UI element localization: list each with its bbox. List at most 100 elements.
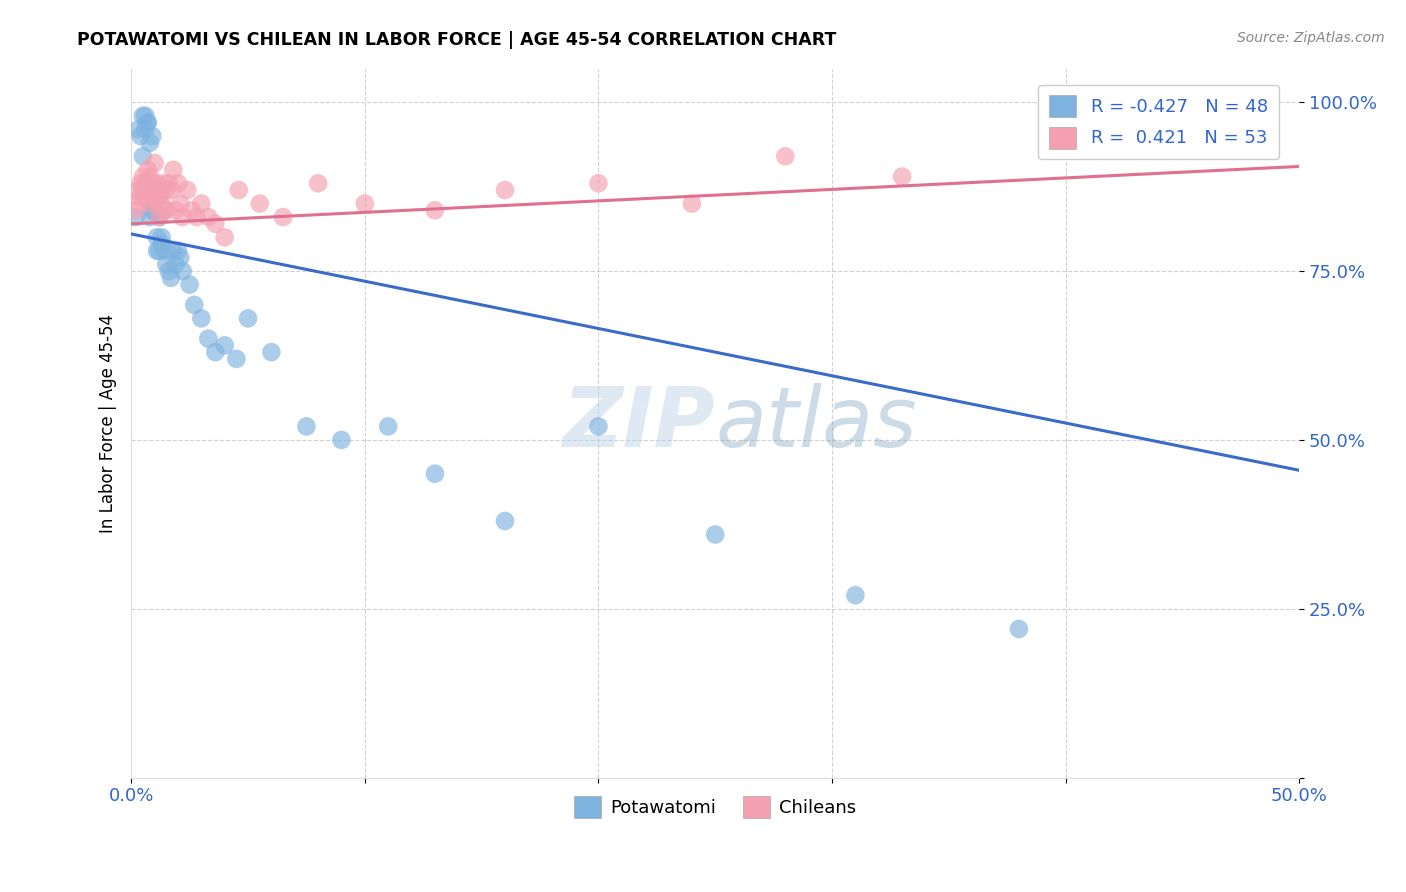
Point [146, 177, 169, 191]
Point [160, 183, 183, 197]
Point [588, 177, 610, 191]
Point [249, 196, 271, 211]
Point [172, 264, 194, 278]
Point [139, 196, 162, 211]
Text: ZIP: ZIP [562, 383, 716, 464]
Point [423, 467, 446, 481]
Point [1008, 622, 1031, 636]
Point [127, 196, 149, 211]
Point [148, 210, 170, 224]
Point [129, 129, 152, 144]
Point [494, 514, 516, 528]
Point [197, 210, 219, 224]
Point [148, 190, 170, 204]
Point [160, 270, 183, 285]
Point [295, 419, 318, 434]
Point [132, 169, 155, 184]
Point [204, 217, 226, 231]
Text: POTAWATOMI VS CHILEAN IN LABOR FORCE | AGE 45-54 CORRELATION CHART: POTAWATOMI VS CHILEAN IN LABOR FORCE | A… [77, 31, 837, 49]
Point [132, 109, 155, 123]
Point [167, 244, 190, 258]
Point [494, 183, 516, 197]
Point [136, 115, 159, 129]
Legend: Potawatomi, Chileans: Potawatomi, Chileans [567, 789, 863, 825]
Point [157, 264, 180, 278]
Point [169, 251, 191, 265]
Point [139, 210, 162, 224]
Point [143, 156, 166, 170]
Point [179, 277, 201, 292]
Point [214, 338, 236, 352]
Point [204, 345, 226, 359]
Point [143, 203, 166, 218]
Point [165, 203, 187, 218]
Point [307, 177, 329, 191]
Point [153, 177, 176, 191]
Point [134, 177, 156, 191]
Point [1054, 143, 1077, 157]
Point [141, 203, 163, 218]
Point [150, 196, 173, 211]
Y-axis label: In Labor Force | Age 45-54: In Labor Force | Age 45-54 [100, 314, 117, 533]
Point [129, 190, 152, 204]
Point [271, 210, 294, 224]
Point [148, 244, 170, 258]
Point [150, 230, 173, 244]
Point [844, 588, 866, 602]
Point [127, 183, 149, 197]
Point [225, 351, 247, 366]
Point [681, 196, 703, 211]
Point [167, 177, 190, 191]
Point [162, 244, 184, 258]
Point [150, 183, 173, 197]
Point [330, 433, 353, 447]
Point [588, 419, 610, 434]
Point [125, 203, 148, 218]
Point [260, 345, 283, 359]
Point [704, 527, 727, 541]
Point [136, 162, 159, 177]
Point [228, 183, 250, 197]
Point [165, 257, 187, 271]
Point [891, 169, 914, 184]
Text: atlas: atlas [716, 383, 917, 464]
Point [183, 298, 205, 312]
Point [132, 149, 155, 163]
Point [190, 196, 212, 211]
Point [186, 210, 208, 224]
Point [155, 257, 177, 271]
Point [153, 244, 176, 258]
Point [155, 183, 177, 197]
Point [143, 183, 166, 197]
Point [134, 122, 156, 136]
Point [141, 177, 163, 191]
Point [162, 162, 184, 177]
Point [377, 419, 399, 434]
Point [146, 196, 169, 211]
Point [139, 136, 162, 150]
Point [125, 210, 148, 224]
Point [172, 210, 194, 224]
Point [136, 115, 159, 129]
Point [129, 177, 152, 191]
Point [141, 190, 163, 204]
Point [148, 210, 170, 224]
Point [143, 196, 166, 211]
Point [214, 230, 236, 244]
Point [775, 149, 797, 163]
Point [190, 311, 212, 326]
Point [423, 203, 446, 218]
Point [146, 244, 169, 258]
Point [157, 177, 180, 191]
Point [153, 203, 176, 218]
Point [134, 190, 156, 204]
Point [197, 332, 219, 346]
Text: Source: ZipAtlas.com: Source: ZipAtlas.com [1237, 31, 1385, 45]
Point [141, 129, 163, 144]
Point [169, 196, 191, 211]
Point [150, 237, 173, 252]
Point [136, 183, 159, 197]
Point [236, 311, 259, 326]
Point [132, 183, 155, 197]
Point [146, 230, 169, 244]
